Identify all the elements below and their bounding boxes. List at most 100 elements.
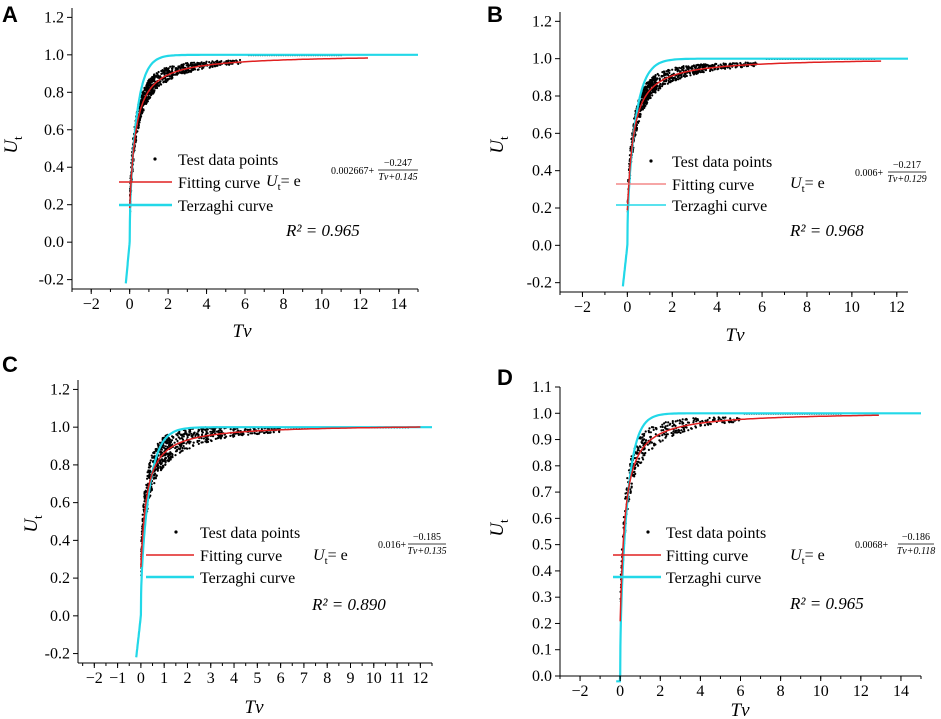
test-data-point <box>644 85 647 88</box>
test-data-point <box>728 421 731 424</box>
test-data-point <box>157 75 160 78</box>
test-data-point <box>703 424 707 427</box>
legend-label-fitting: Fitting curve <box>178 175 260 192</box>
test-data-point <box>664 425 667 428</box>
y-tick-label: 0.4 <box>532 163 552 180</box>
x-tick-label: −2 <box>83 296 100 313</box>
panel-c-y-title-main: U <box>21 518 42 533</box>
y-tick-label: 0.0 <box>44 234 64 251</box>
legend-label-fitting: Fitting curve <box>200 548 282 565</box>
test-data-point <box>174 454 177 457</box>
test-data-point <box>633 457 636 460</box>
test-data-point <box>660 75 663 78</box>
x-tick-label: 0 <box>623 299 631 316</box>
test-data-point <box>650 441 654 444</box>
test-data-point <box>174 450 178 453</box>
eq-u: U <box>266 173 279 190</box>
test-data-point <box>192 433 195 436</box>
test-data-point <box>172 73 175 76</box>
test-data-point <box>718 417 721 420</box>
test-data-point <box>237 62 240 65</box>
test-data-point <box>644 98 648 101</box>
test-data-point <box>677 431 680 434</box>
test-data-point <box>707 64 710 67</box>
test-data-point <box>671 421 674 425</box>
test-data-point <box>191 63 194 66</box>
test-data-point <box>661 434 664 437</box>
test-data-point <box>156 466 159 469</box>
x-tick-label: 12 <box>853 683 869 700</box>
eq-sub: t <box>325 555 328 567</box>
test-data-point <box>646 97 649 100</box>
test-data-point <box>651 94 654 97</box>
y-tick-label: 0.1 <box>532 642 552 659</box>
test-data-point <box>157 444 160 447</box>
test-data-point <box>645 87 648 90</box>
x-tick-label: 2 <box>183 670 191 687</box>
test-data-point <box>182 441 185 445</box>
test-data-point <box>708 416 711 420</box>
test-data-point <box>266 431 269 434</box>
terzaghi-curve <box>135 426 432 658</box>
test-data-point <box>151 90 154 94</box>
x-tick-label: −2 <box>574 299 591 316</box>
test-data-point <box>260 428 263 431</box>
test-data-point <box>703 66 706 69</box>
y-tick-label: 0.6 <box>532 125 552 142</box>
test-data-point <box>687 421 691 424</box>
panel-d-plot <box>616 412 921 683</box>
test-data-point <box>713 418 716 421</box>
test-data-point <box>167 78 170 81</box>
test-data-point <box>140 96 143 99</box>
panel-d-y-title-main: U <box>487 522 508 537</box>
eq-u: U <box>790 175 803 192</box>
test-data-point <box>666 82 669 85</box>
eq-u: U <box>790 547 803 564</box>
test-data-point <box>688 66 691 69</box>
test-data-point <box>171 435 174 438</box>
test-data-point <box>153 452 156 455</box>
panel-c-y-title-sub: t <box>30 515 45 519</box>
test-data-point <box>656 72 659 76</box>
test-data-point <box>641 439 644 442</box>
test-data-point <box>648 85 651 88</box>
legend-label-terzaghi: Terzaghi curve <box>672 198 767 215</box>
test-data-point <box>652 75 655 78</box>
eq-sub: t <box>278 181 281 193</box>
test-data-point <box>676 68 679 71</box>
y-tick-label: 0.2 <box>532 615 552 632</box>
test-data-point <box>624 495 627 499</box>
test-data-point <box>641 456 644 459</box>
test-data-point <box>642 434 646 437</box>
test-data-point <box>137 123 140 126</box>
y-tick-label: 1.0 <box>532 405 552 422</box>
test-data-point <box>180 443 183 447</box>
test-data-point <box>665 70 668 73</box>
test-data-point <box>690 427 693 430</box>
panel-b-plot <box>621 57 908 287</box>
x-tick-label: 4 <box>230 670 238 687</box>
test-data-point <box>201 67 204 70</box>
test-data-point <box>157 84 160 87</box>
test-data-point <box>190 432 193 435</box>
test-data-point <box>204 62 207 65</box>
test-data-point <box>161 72 164 75</box>
test-data-point <box>161 437 164 440</box>
test-data-point <box>650 84 653 87</box>
eq-frac-num: −0.186 <box>902 532 930 543</box>
test-data-point <box>152 80 155 83</box>
legend-label-terzaghi: Terzaghi curve <box>200 570 295 587</box>
eq-exp-const: 0.002667+ <box>331 166 375 177</box>
test-data-point <box>649 92 652 96</box>
y-tick-label: 1.0 <box>50 419 70 436</box>
test-data-point <box>140 115 143 118</box>
test-data-point <box>147 97 150 100</box>
test-data-point <box>671 79 674 83</box>
eq-sub: t <box>802 555 805 567</box>
panel-a-y-title-main: U <box>1 139 22 154</box>
test-data-point <box>167 437 170 440</box>
y-tick-label: -0.2 <box>527 275 552 292</box>
test-data-point <box>669 422 672 425</box>
test-data-point <box>154 472 157 475</box>
panel-b-ticks: −2 0 2 4 6 8 10 12 -0.2 0.0 0.2 0.4 0.6 0.8 1.0 1.2 <box>527 12 908 316</box>
